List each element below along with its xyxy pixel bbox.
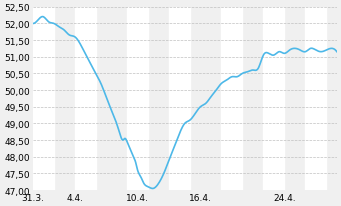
Bar: [33, 8, 54, 190]
Bar: [169, 8, 190, 190]
Bar: [127, 8, 148, 190]
Bar: [306, 8, 326, 190]
Bar: [221, 8, 242, 190]
Bar: [263, 8, 284, 190]
Bar: [75, 8, 95, 190]
